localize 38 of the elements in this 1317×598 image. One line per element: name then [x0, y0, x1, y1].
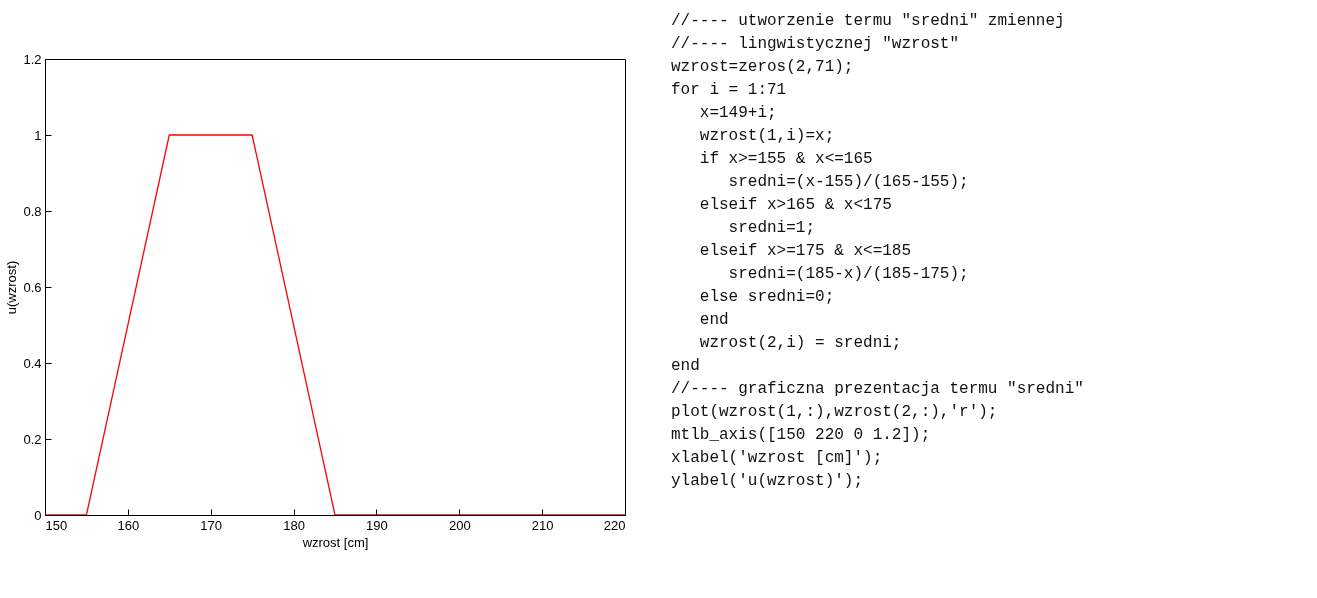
text: //---- utworzenie termu "sredni" zmiennej: [671, 11, 1066, 32]
x-tick-label: 170: [200, 517, 223, 533]
text: wzrost=zeros(2,71);: [671, 57, 855, 78]
text: for i = 1:71: [671, 80, 788, 101]
text: sredni=(x-155)/(165-155);: [727, 172, 970, 193]
text: ylabel('u(wzrost)');: [671, 471, 865, 492]
text: elseif x>=175 & x<=185: [698, 241, 913, 262]
x-tick-label: 210: [531, 517, 554, 533]
y-tick-label: 0: [34, 507, 42, 523]
x-tick-label: 160: [117, 517, 140, 533]
text: xlabel('wzrost [cm]');: [671, 448, 884, 469]
text: if x>=155 & x<=165: [698, 149, 874, 170]
text: elseif x>165 & x<175: [698, 195, 893, 216]
text: sredni=1;: [727, 218, 817, 239]
text: else sredni=0;: [698, 287, 836, 308]
x-tick-label: 200: [448, 517, 471, 533]
y-tick-label: 0.2: [23, 431, 42, 447]
text: plot(wzrost(1,:),wzrost(2,:),'r');: [671, 402, 999, 423]
y-tick-label: 0.8: [23, 203, 42, 219]
text: x=149+i;: [698, 103, 778, 124]
text: //---- graficzna prezentacja termu "sredni": [671, 379, 1084, 400]
y-tick-label: 1: [34, 127, 42, 143]
text: //---- lingwistycznej "wzrost": [671, 34, 961, 55]
text: wzrost(2,i) = sredni;: [698, 333, 903, 354]
x-tick-label: 220: [603, 517, 626, 533]
y-axis-title: u(wzrost): [4, 260, 20, 315]
y-tick-label: 1.2: [23, 51, 42, 67]
x-tick-label: 150: [45, 517, 68, 533]
text: sredni=(185-x)/(185-175);: [727, 264, 970, 285]
y-tick-label: 0.6: [23, 279, 42, 295]
text: wzrost(1,i)=x;: [698, 126, 836, 147]
y-tick-label: 0.4: [23, 355, 42, 371]
x-axis-title: wzrost [cm]: [301, 534, 369, 550]
x-tick-label: 190: [366, 517, 388, 533]
x-tick-label: 180: [283, 517, 305, 533]
text: mtlb_axis([150 220 0 1.2]);: [671, 425, 932, 446]
text: end: [671, 356, 701, 377]
text: end: [698, 310, 730, 331]
